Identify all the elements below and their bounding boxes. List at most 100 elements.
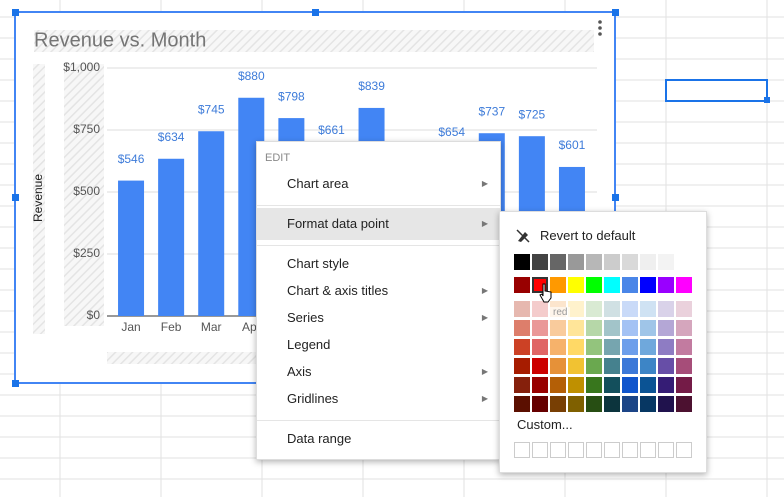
menu-item[interactable]: Chart style (257, 250, 500, 277)
color-swatch[interactable] (658, 396, 674, 412)
custom-swatch[interactable] (640, 442, 656, 458)
color-swatch[interactable] (640, 377, 656, 393)
color-swatch[interactable] (658, 377, 674, 393)
color-swatch[interactable] (676, 358, 692, 374)
color-swatch[interactable] (604, 320, 620, 336)
color-swatch[interactable] (514, 301, 530, 317)
color-swatch[interactable] (568, 277, 584, 293)
color-swatch[interactable] (604, 301, 620, 317)
color-swatch[interactable] (586, 358, 602, 374)
color-swatch[interactable] (532, 254, 548, 270)
color-swatch[interactable] (568, 358, 584, 374)
custom-swatch[interactable] (550, 442, 566, 458)
color-swatch[interactable] (586, 377, 602, 393)
menu-item[interactable]: Series ▶ (257, 304, 500, 331)
color-swatch[interactable] (640, 339, 656, 355)
more-icon[interactable] (598, 20, 602, 36)
color-swatch[interactable] (532, 339, 548, 355)
color-swatch[interactable] (676, 339, 692, 355)
custom-swatch[interactable] (676, 442, 692, 458)
color-swatch[interactable] (550, 358, 566, 374)
color-swatch[interactable] (622, 320, 638, 336)
color-swatch[interactable] (514, 339, 530, 355)
color-swatch[interactable] (568, 254, 584, 270)
color-swatch[interactable] (568, 320, 584, 336)
color-swatch[interactable] (622, 377, 638, 393)
selected-cell[interactable] (665, 79, 768, 102)
color-swatch[interactable] (640, 277, 656, 293)
color-swatch[interactable] (640, 358, 656, 374)
color-swatch[interactable] (640, 301, 656, 317)
bar[interactable] (198, 131, 225, 316)
color-swatch[interactable] (532, 320, 548, 336)
color-swatch[interactable] (514, 277, 530, 293)
color-swatch[interactable] (568, 339, 584, 355)
color-swatch[interactable] (658, 339, 674, 355)
color-swatch[interactable] (550, 396, 566, 412)
menu-item[interactable]: Chart & axis titles ▶ (257, 277, 500, 304)
color-swatch[interactable] (568, 377, 584, 393)
color-swatch[interactable] (532, 396, 548, 412)
color-swatch[interactable] (604, 358, 620, 374)
custom-color[interactable]: Custom... (517, 417, 573, 432)
color-swatch[interactable] (604, 377, 620, 393)
menu-item[interactable]: Format data point ▶ (257, 208, 500, 240)
color-swatch[interactable] (676, 301, 692, 317)
custom-swatch[interactable] (658, 442, 674, 458)
color-swatch[interactable] (568, 301, 584, 317)
color-swatch[interactable] (532, 358, 548, 374)
color-swatch[interactable] (640, 254, 656, 270)
color-swatch[interactable] (586, 254, 602, 270)
color-swatch[interactable] (622, 277, 638, 293)
color-swatch[interactable] (640, 396, 656, 412)
color-swatch[interactable] (676, 377, 692, 393)
color-swatch[interactable] (568, 396, 584, 412)
color-swatch[interactable] (658, 320, 674, 336)
bar[interactable] (118, 180, 145, 316)
color-swatch[interactable] (622, 339, 638, 355)
color-swatch[interactable] (514, 320, 530, 336)
color-swatch[interactable] (532, 377, 548, 393)
color-swatch[interactable] (550, 254, 566, 270)
menu-item[interactable]: Axis ▶ (257, 358, 500, 385)
menu-item[interactable]: Data range (257, 425, 500, 452)
color-swatch[interactable] (640, 320, 656, 336)
bar[interactable] (158, 158, 185, 316)
color-swatch[interactable] (550, 277, 566, 293)
color-swatch[interactable] (676, 277, 692, 293)
color-swatch[interactable] (586, 339, 602, 355)
color-swatch[interactable] (622, 396, 638, 412)
custom-swatch[interactable] (514, 442, 530, 458)
color-swatch[interactable] (514, 377, 530, 393)
color-swatch[interactable] (604, 396, 620, 412)
custom-swatch[interactable] (532, 442, 548, 458)
color-swatch[interactable] (550, 339, 566, 355)
color-swatch[interactable] (604, 339, 620, 355)
menu-item[interactable]: Legend (257, 331, 500, 358)
color-swatch[interactable] (676, 254, 692, 270)
color-swatch[interactable] (532, 301, 548, 317)
color-swatch[interactable] (658, 301, 674, 317)
chart-title[interactable]: Revenue vs. Month (34, 29, 206, 51)
color-swatch[interactable] (658, 277, 674, 293)
color-swatch[interactable] (514, 358, 530, 374)
color-swatch[interactable] (622, 254, 638, 270)
revert-default[interactable]: Revert to default (540, 228, 636, 243)
menu-item[interactable]: Chart area ▶ (257, 170, 500, 197)
color-swatch[interactable] (622, 301, 638, 317)
color-swatch[interactable] (514, 254, 530, 270)
color-swatch[interactable] (550, 320, 566, 336)
color-swatch[interactable] (604, 254, 620, 270)
color-swatch[interactable] (550, 377, 566, 393)
color-swatch[interactable] (658, 254, 674, 270)
color-swatch[interactable] (622, 358, 638, 374)
custom-swatch[interactable] (586, 442, 602, 458)
color-swatch[interactable] (586, 277, 602, 293)
custom-swatch[interactable] (622, 442, 638, 458)
color-swatch[interactable] (676, 396, 692, 412)
fill-handle[interactable] (764, 97, 770, 103)
color-swatch[interactable] (586, 396, 602, 412)
y-axis-title[interactable]: Revenue (31, 174, 45, 222)
custom-swatch[interactable] (604, 442, 620, 458)
color-swatch[interactable] (604, 277, 620, 293)
